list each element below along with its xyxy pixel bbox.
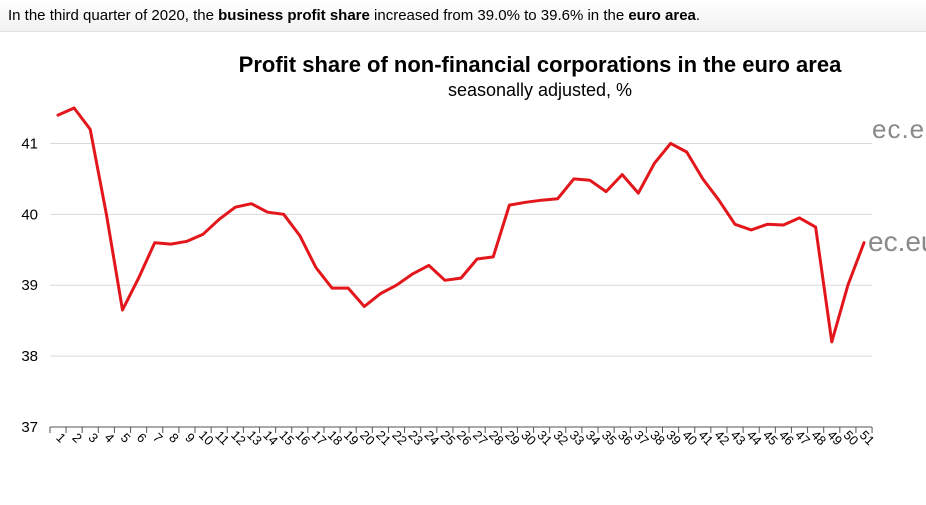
y-tick-label: 40: [21, 206, 38, 223]
data-point: [621, 173, 624, 176]
caption-bold-2: euro area: [628, 7, 696, 24]
data-point: [830, 340, 833, 344]
data-point: [701, 177, 704, 181]
data-point: [427, 264, 430, 267]
data-point: [201, 232, 205, 236]
data-point: [443, 279, 447, 282]
data-point: [363, 305, 366, 308]
x-tick-label: 6: [134, 430, 150, 446]
data-point: [330, 286, 334, 290]
x-tick-label: 8: [166, 430, 182, 446]
caption-bar: In the third quarter of 2020, the busine…: [0, 0, 926, 32]
series-layer: [56, 106, 866, 344]
data-point: [379, 292, 382, 295]
caption-bold-1: business profit share: [218, 7, 370, 24]
data-point: [637, 191, 640, 195]
data-point: [508, 203, 511, 207]
data-point: [846, 284, 850, 287]
x-tick-label: 1: [53, 430, 69, 446]
data-point: [89, 128, 92, 131]
x-tick-label: 9: [182, 430, 198, 446]
data-point: [717, 198, 721, 202]
y-tick-label: 38: [21, 348, 38, 365]
data-point: [524, 201, 527, 204]
data-point: [169, 242, 173, 246]
watermark-top: ec.eu: [872, 114, 926, 144]
data-point: [234, 206, 237, 209]
caption-text-3: .: [695, 7, 701, 24]
y-tick-label: 39: [21, 277, 38, 294]
data-point: [572, 177, 576, 181]
data-point: [798, 216, 801, 220]
data-point: [298, 234, 301, 237]
y-tick-label: 37: [21, 419, 38, 436]
x-tick-label: 7: [150, 430, 166, 446]
data-point: [653, 162, 656, 165]
data-point: [185, 240, 189, 243]
grid-layer: [50, 142, 872, 357]
x-tick-label: 51: [857, 427, 878, 448]
x-tick-label: 5: [118, 430, 134, 446]
data-point: [782, 223, 785, 227]
data-point: [395, 284, 398, 287]
data-point: [250, 202, 253, 205]
data-point: [411, 272, 414, 276]
data-point: [766, 223, 769, 226]
data-point: [346, 286, 350, 290]
caption-text-2: increased from 39.0% to 39.6% in the: [369, 7, 629, 24]
x-tick-label: 4: [102, 430, 118, 446]
data-point: [218, 218, 221, 221]
data-point: [314, 266, 318, 269]
data-point: [121, 308, 124, 312]
data-point: [105, 213, 108, 216]
x-tick-label: 3: [86, 430, 102, 446]
data-point: [459, 276, 463, 280]
data-point: [733, 223, 737, 226]
data-point: [137, 276, 140, 280]
data-point: [56, 113, 60, 117]
data-point: [266, 211, 269, 214]
data-point: [282, 213, 285, 216]
data-point: [862, 241, 866, 244]
data-point: [814, 225, 817, 229]
data-point: [588, 179, 592, 182]
data-point: [540, 198, 543, 202]
data-point: [556, 197, 559, 200]
axis-layer: [49, 426, 873, 433]
data-point: [669, 142, 672, 145]
chart-subtitle: seasonally adjusted, %: [447, 80, 633, 100]
data-point: [749, 228, 753, 232]
y-tick-label: 41: [21, 135, 38, 152]
data-point: [475, 257, 479, 261]
data-point: [685, 150, 688, 154]
data-point: [72, 106, 76, 110]
x-tick-label: 2: [69, 430, 85, 446]
data-point: [604, 190, 608, 193]
watermark-mid: ec.eu: [868, 226, 926, 257]
caption-text-1: In the third quarter of 2020, the: [8, 7, 219, 24]
data-point: [492, 255, 495, 259]
chart-title: Profit share of non-financial corporatio…: [238, 52, 842, 77]
data-point: [153, 241, 156, 244]
